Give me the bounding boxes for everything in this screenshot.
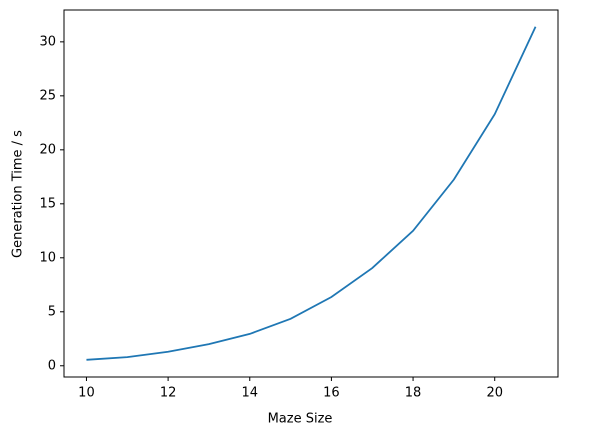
x-tick-label: 18: [405, 386, 422, 401]
y-tick-label: 15: [39, 196, 56, 211]
x-tick-label: 20: [486, 386, 503, 401]
x-axis-label: Maze Size: [268, 412, 333, 427]
y-tick-label: 25: [39, 88, 56, 103]
y-tick-label: 10: [39, 250, 56, 265]
y-tick-label: 30: [39, 34, 56, 49]
plot-frame: [63, 9, 559, 378]
y-axis-label: Generation Time / s: [11, 130, 26, 258]
x-tick-label: 14: [241, 386, 258, 401]
x-tick-label: 10: [78, 386, 95, 401]
y-tick-label: 20: [39, 142, 56, 157]
x-tick-label: 16: [323, 386, 340, 401]
line: [86, 26, 537, 361]
y-tick-label: 0: [48, 358, 56, 373]
y-tick-label: 5: [48, 304, 56, 319]
x-tick-label: 12: [160, 386, 177, 401]
